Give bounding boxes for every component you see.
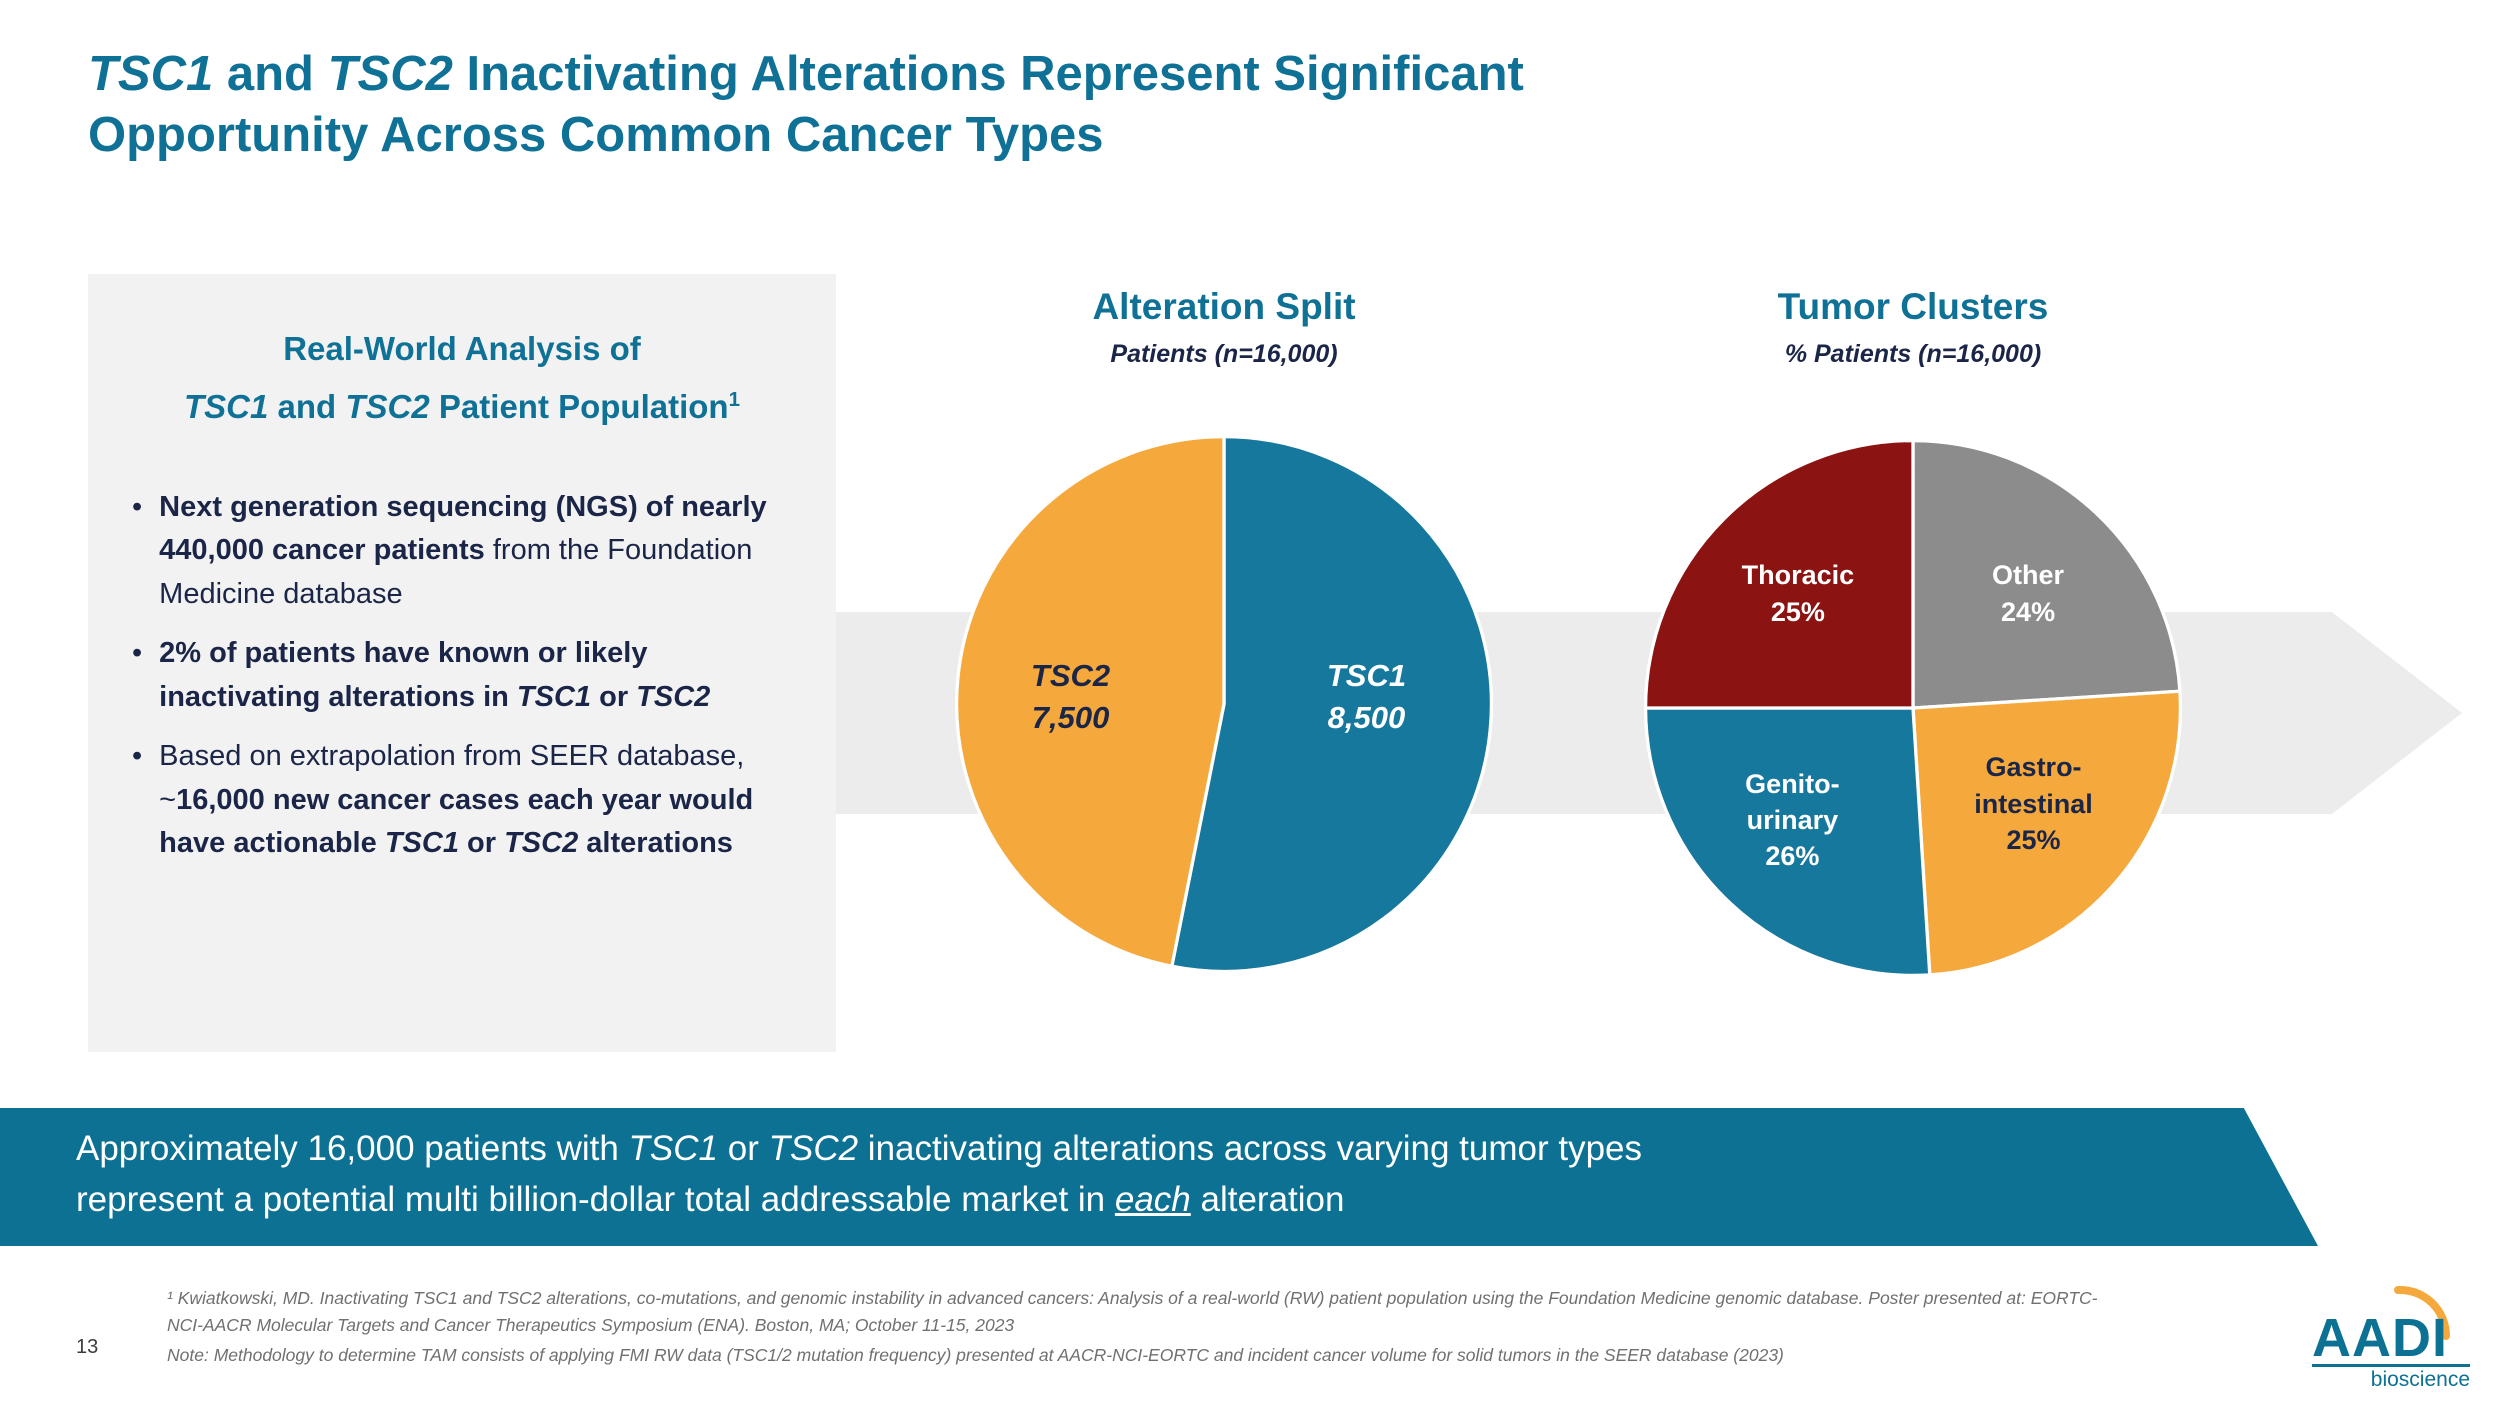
pie-label-thoracic: Thoracic 25% <box>1688 557 1907 630</box>
bullet-2-percent: 2% of patients have known or likely inac… <box>132 632 802 719</box>
pie-slice-tsc2 <box>954 434 1226 969</box>
pie-label-gastro-line2: intestinal <box>1974 788 2093 819</box>
pie-slice-other <box>1911 438 2182 710</box>
pie-label-genitourinary: Genito- urinary 26% <box>1683 766 1902 875</box>
tumor-clusters-pie-chart: Thoracic 25% Other 24% Gastro- intestina… <box>1639 434 2187 982</box>
pie-slice-gastro-intestinal <box>1911 689 2183 977</box>
logo-orange-arc <box>2394 1285 2451 1340</box>
panel-heading-line2: TSC1 and TSC2 Patient Population1 <box>184 387 740 425</box>
aadi-logo-svg: AADI bioscience <box>2312 1285 2470 1391</box>
footnote-note: Note: Methodology to determine TAM consi… <box>167 1345 1784 1366</box>
slide-title: TSC1 and TSC2 Inactivating Alterations R… <box>88 44 2388 166</box>
aadi-bioscience-logo: AADI bioscience <box>2306 1280 2486 1392</box>
pie-label-thoracic-pct: 25% <box>1770 596 1825 627</box>
pie-label-other-pct: 24% <box>2001 596 2056 627</box>
pie-label-gastrointestinal: Gastro- intestinal 25% <box>1924 749 2143 858</box>
pie-label-gastro-pct: 25% <box>2006 824 2061 855</box>
alteration-split-pie-svg <box>954 434 1494 974</box>
pie-label-genito-line1: Genito- <box>1745 768 1840 799</box>
pie-label-tsc2: TSC2 7,500 <box>977 655 1163 739</box>
pie-slice-genito-urinary <box>1643 706 1932 978</box>
alteration-split-pie-chart: TSC2 7,500 TSC1 8,500 <box>950 430 1498 978</box>
takeaway-banner-text: Approximately 16,000 patients with TSC1 … <box>76 1129 1643 1219</box>
bullet-seer: Based on extrapolation from SEER databas… <box>132 735 802 866</box>
pie-slice-tsc1 <box>1169 434 1494 974</box>
pie-label-other: Other 24% <box>1918 557 2137 630</box>
pie-label-thoracic-name: Thoracic <box>1741 560 1855 591</box>
pie-label-tsc2-value: 7,500 <box>1031 699 1110 735</box>
panel-bullet-list: Next generation sequencing (NGS) of near… <box>132 486 802 866</box>
bullet-ngs-text: Next generation sequencing (NGS) of near… <box>159 490 767 610</box>
alteration-split-subtitle: Patients (n=16,000) <box>1110 340 1338 368</box>
pie-slice-thoracic <box>1643 438 1915 710</box>
logo-wordmark: AADI <box>2312 1308 2448 1368</box>
pie-label-gastro-line1: Gastro- <box>1985 752 2082 783</box>
footnotes: ¹ Kwiatkowski, MD. Inactivating TSC1 and… <box>167 1285 2112 1369</box>
panel-heading-line1: Real-World Analysis of <box>283 330 641 367</box>
real-world-analysis-panel: Real-World Analysis of TSC1 and TSC2 Pat… <box>88 274 836 1052</box>
pie-label-tsc1-name: TSC1 <box>1326 657 1407 693</box>
pie-label-genito-pct: 26% <box>1765 841 1820 872</box>
tumor-clusters-pie-svg <box>1643 438 2183 978</box>
pie-label-tsc1: TSC1 8,500 <box>1273 655 1459 739</box>
pie-label-other-name: Other <box>1992 560 2065 591</box>
slide-title-line2: Opportunity Across Common Cancer Types <box>88 107 1104 162</box>
pie-label-genito-line2: urinary <box>1746 804 1839 835</box>
tumor-clusters-title: Tumor Clusters <box>1777 286 2049 327</box>
footnote-reference: ¹ Kwiatkowski, MD. Inactivating TSC1 and… <box>167 1288 2098 1336</box>
bullet-2-percent-text: 2% of patients have known or likely inac… <box>159 637 711 713</box>
panel-heading: Real-World Analysis of TSC1 and TSC2 Pat… <box>88 320 836 436</box>
pie-label-tsc2-name: TSC2 <box>1030 657 1111 693</box>
page-number: 13 <box>76 1336 99 1358</box>
bullet-ngs: Next generation sequencing (NGS) of near… <box>132 486 802 617</box>
takeaway-banner: Approximately 16,000 patients with TSC1 … <box>0 1108 2318 1246</box>
slide-title-line1: TSC1 and TSC2 Inactivating Alterations R… <box>88 47 1524 101</box>
bullet-seer-text: Based on extrapolation from SEER databas… <box>159 740 754 859</box>
logo-subtext: bioscience <box>2371 1368 2470 1391</box>
tumor-clusters-subtitle: % Patients (n=16,000) <box>1784 340 2042 368</box>
alteration-split-title: Alteration Split <box>1092 286 1356 327</box>
logo-divider-line <box>2312 1364 2470 1367</box>
pie-label-tsc1-value: 8,500 <box>1327 699 1406 735</box>
